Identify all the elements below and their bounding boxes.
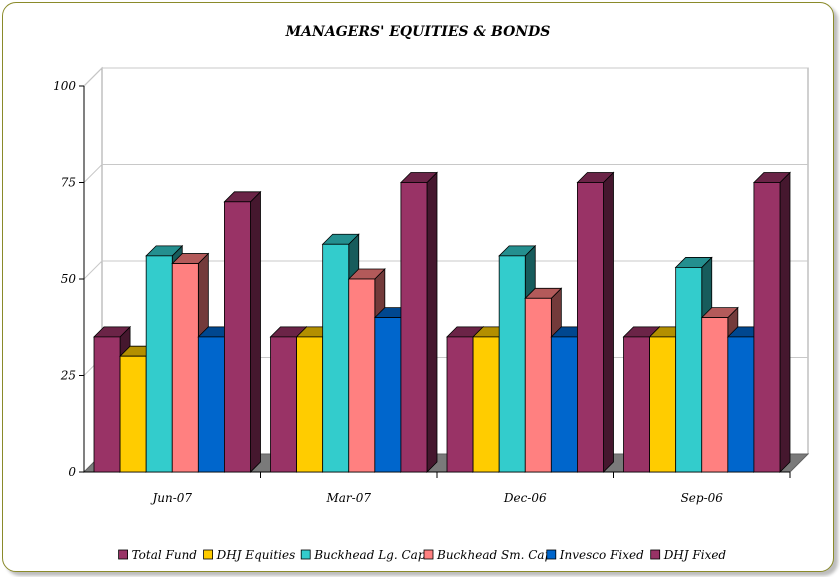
y-tick-label: 50 (61, 272, 77, 286)
bar-front (270, 336, 297, 473)
legend-swatch (423, 549, 434, 560)
bar-front (498, 255, 526, 473)
bar-front (701, 317, 729, 473)
bar-side (779, 171, 791, 473)
legend-label: DHJ Fixed (663, 548, 727, 562)
legend-label: Buckhead Lg. Cap (313, 548, 426, 562)
bar (399, 171, 438, 473)
bar-front (296, 336, 324, 473)
bar-front (472, 336, 500, 473)
legend-label: Invesco Fixed (559, 548, 644, 562)
bar-front (93, 336, 121, 473)
bar (576, 171, 615, 473)
bar-front (322, 243, 350, 473)
x-tick-labels: Jun-07 Mar-07 Dec-06 Sep-06 (149, 491, 723, 505)
bar-front (623, 336, 650, 473)
y-tick-label: 25 (60, 369, 76, 383)
legend-swatch (118, 549, 128, 560)
chart-title: MANAGERS' EQUITIES & BONDS (285, 24, 551, 40)
x-tick-label: Jun-07 (149, 491, 192, 505)
legend-item: DHJ Fixed (650, 548, 727, 562)
bar-front (649, 336, 677, 473)
bar-front (224, 201, 251, 473)
legend-item: Buckhead Lg. Cap (300, 548, 426, 562)
bar-front (753, 182, 781, 473)
x-tick-label: Mar-07 (325, 491, 371, 505)
bars (93, 171, 791, 473)
bar-front (446, 336, 474, 473)
bar-front (400, 182, 428, 473)
legend-item: Buckhead Sm. Cap (423, 548, 553, 562)
bar-front (577, 182, 604, 473)
bar-front (727, 336, 755, 473)
bar-side (250, 190, 261, 473)
legend-item: Total Fund (118, 548, 198, 562)
bar (223, 190, 262, 473)
gridline-side (83, 260, 103, 280)
bar (752, 171, 791, 473)
bar-front (348, 278, 376, 473)
bar-front (524, 297, 552, 473)
legend-label: Buckhead Sm. Cap (436, 548, 553, 562)
legend: Total Fund DHJ Equities Buckhead Lg. Cap Bu… (118, 548, 727, 562)
legend-item: DHJ Equities (203, 548, 296, 562)
bar-side (426, 171, 438, 473)
gridline-side (83, 67, 103, 87)
bar-side (603, 171, 614, 473)
legend-swatch (650, 549, 661, 560)
y-tick-label: 75 (61, 176, 76, 190)
y-tick-labels: 0 25 50 75 100 (53, 79, 76, 479)
bar-front (145, 255, 173, 473)
bar-front (119, 355, 147, 473)
legend-label: Total Fund (132, 548, 198, 562)
bar-front (550, 336, 578, 473)
legend-swatch (546, 549, 557, 560)
bar-front (374, 317, 402, 473)
bar-front (197, 336, 225, 473)
x-tick-label: Sep-06 (681, 491, 724, 505)
x-tick-label: Dec-06 (503, 491, 547, 505)
y-tick-label: 0 (68, 465, 76, 479)
legend-swatch (300, 549, 311, 560)
legend-swatch (203, 549, 214, 560)
legend-label: DHJ Equities (216, 548, 296, 562)
gridline-side (83, 164, 103, 183)
legend-item: Invesco Fixed (546, 548, 644, 562)
bar-front (675, 267, 703, 473)
bar-front (171, 263, 199, 473)
y-tick-label: 100 (53, 79, 76, 93)
